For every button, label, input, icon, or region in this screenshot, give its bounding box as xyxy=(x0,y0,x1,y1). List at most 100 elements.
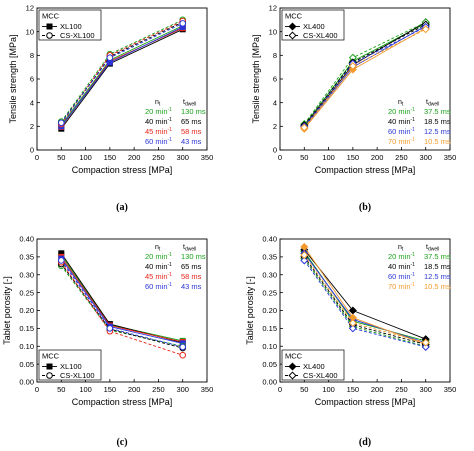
y-tick-label: 0.05 xyxy=(19,360,34,369)
legend-entry-label: XL400 xyxy=(303,362,325,371)
speed-exponent: -1 xyxy=(168,272,173,278)
y-tick-label: 12 xyxy=(269,4,277,13)
data-point xyxy=(179,351,187,359)
x-tick-label: 350 xyxy=(201,385,214,394)
y-tick-label: 0.15 xyxy=(262,324,277,333)
speed-value: 45 min xyxy=(145,127,168,136)
table-speed: 60 min-1 xyxy=(388,272,415,281)
series-line xyxy=(303,28,426,128)
x-tick-label: 150 xyxy=(104,153,117,162)
x-tick-label: 100 xyxy=(79,153,92,162)
x-tick-label: 300 xyxy=(419,385,432,394)
y-axis-label: Tablet porosity [-] xyxy=(245,276,255,345)
chart-panel-b: 0 50 100 150 200 250 300 350 0 2 4 6 8 10 12 Compaction… xyxy=(251,4,456,213)
table-dwell: 10.5 ms xyxy=(424,137,451,146)
legend-entry-label: CS-XL100 xyxy=(60,371,95,380)
table-dwell: 10.5 ms xyxy=(424,282,451,291)
speed-value: 20 min xyxy=(388,252,411,261)
x-tick-label: 250 xyxy=(152,385,165,394)
x-tick-label: 50 xyxy=(57,153,65,162)
x-axis-label: Compaction stress [MPa] xyxy=(315,165,416,175)
y-tick-label: 8 xyxy=(273,51,277,60)
data-point xyxy=(421,338,430,347)
table-dwell: 18.5 ms xyxy=(424,117,451,126)
y-axis-label: Tensile strength [MPa] xyxy=(8,34,18,123)
data-point xyxy=(179,20,187,27)
panel-label: (b) xyxy=(359,202,371,213)
header-subscript: t xyxy=(402,247,404,253)
speed-value: 20 min xyxy=(145,107,168,116)
y-tick-label: 0.40 xyxy=(262,235,277,244)
legend-title: MCC xyxy=(42,12,60,21)
legend-marker xyxy=(46,32,53,39)
x-tick-label: 300 xyxy=(419,153,432,162)
x-tick-label: 350 xyxy=(201,153,214,162)
x-tick-label: 350 xyxy=(444,385,457,394)
speed-exponent: -1 xyxy=(411,252,416,258)
x-tick-label: 200 xyxy=(371,385,384,394)
table-header-speed: nt xyxy=(398,99,404,108)
series-line xyxy=(303,254,426,344)
speed-exponent: -1 xyxy=(411,127,416,133)
series-line xyxy=(60,261,183,356)
speed-value: 70 min xyxy=(388,137,411,146)
x-axis-label: Compaction stress [MPa] xyxy=(315,397,416,407)
speed-exponent: -1 xyxy=(411,282,416,288)
x-tick-label: 300 xyxy=(176,153,189,162)
y-tick-label: 0.20 xyxy=(19,306,34,315)
legend-title: MCC xyxy=(285,352,303,361)
data-point xyxy=(57,119,65,127)
series-8 xyxy=(57,20,187,127)
x-tick-label: 50 xyxy=(300,385,308,394)
series-7 xyxy=(300,256,430,351)
speed-value: 60 min xyxy=(388,127,411,136)
speed-value: 40 min xyxy=(145,117,168,126)
legend-marker xyxy=(288,31,297,40)
x-axis-label: Compaction stress [MPa] xyxy=(72,165,173,175)
speed-value: 70 min xyxy=(388,282,411,291)
speed-value: 40 min xyxy=(145,262,168,271)
series-8 xyxy=(57,257,187,351)
x-tick-label: 0 xyxy=(35,385,39,394)
speed-exponent: -1 xyxy=(411,137,416,143)
table-dwell: 12.5 ms xyxy=(424,272,451,281)
table-speed: 45 min-1 xyxy=(145,127,172,136)
data-point xyxy=(300,242,309,251)
speed-value: 40 min xyxy=(388,262,411,271)
x-tick-label: 150 xyxy=(347,153,360,162)
x-tick-label: 150 xyxy=(347,385,360,394)
header-subscript: dwell xyxy=(428,247,439,253)
speed-exponent: -1 xyxy=(168,107,173,113)
speed-exponent: -1 xyxy=(168,262,173,268)
y-tick-label: 0.30 xyxy=(19,270,34,279)
header-subscript: dwell xyxy=(185,247,196,253)
y-tick-label: 2 xyxy=(273,122,277,131)
table-speed: 20 min-1 xyxy=(145,252,172,261)
header-symbol: n xyxy=(398,99,402,106)
header-symbol: t xyxy=(426,244,428,251)
legend-marker xyxy=(288,362,297,371)
speed-value: 45 min xyxy=(145,272,168,281)
table-speed: 60 min-1 xyxy=(145,282,172,291)
speed-exponent: -1 xyxy=(411,262,416,268)
speed-exponent: -1 xyxy=(168,117,173,123)
table-dwell: 12.5 ms xyxy=(424,127,451,136)
header-symbol: t xyxy=(183,244,185,251)
table-header-dwell: tdwell xyxy=(426,244,439,253)
y-tick-label: 0.25 xyxy=(19,288,34,297)
x-tick-label: 200 xyxy=(128,385,141,394)
table-header-speed: nt xyxy=(155,244,161,253)
data-point xyxy=(106,325,114,332)
data-point xyxy=(179,343,187,351)
table-speed: 20 min-1 xyxy=(145,107,172,116)
chart-panel-d: 0 50 100 150 200 250 300 350 0.00 0.05 0.10 0.15 0.2… xyxy=(245,235,456,448)
y-tick-label: 0.20 xyxy=(262,306,277,315)
legend-marker xyxy=(46,23,53,30)
speed-exponent: -1 xyxy=(168,282,173,288)
speed-value: 20 min xyxy=(145,252,168,261)
table-dwell: 37.5 ms xyxy=(424,252,451,261)
